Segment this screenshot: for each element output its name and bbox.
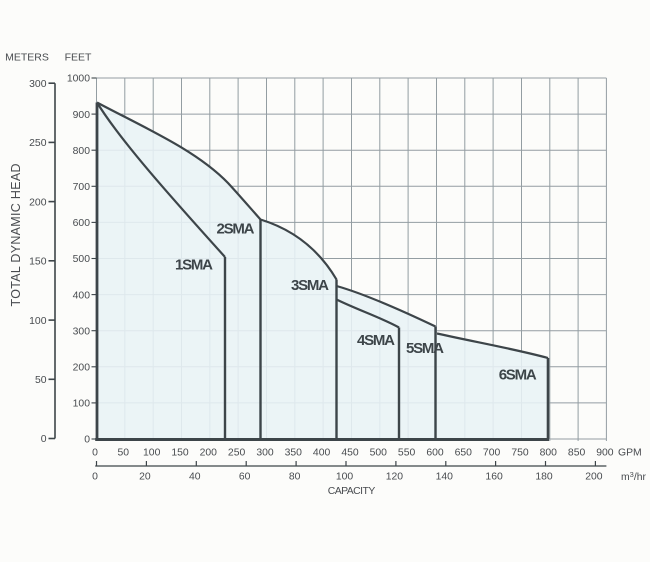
- svg-text:350: 350: [285, 448, 303, 459]
- svg-text:FEET: FEET: [65, 52, 92, 64]
- svg-text:400: 400: [313, 448, 331, 459]
- svg-text:180: 180: [535, 472, 553, 483]
- svg-text:500: 500: [73, 254, 91, 265]
- svg-text:120: 120: [386, 472, 404, 483]
- svg-text:0: 0: [84, 435, 90, 446]
- svg-text:0: 0: [92, 472, 98, 483]
- svg-text:0: 0: [92, 448, 98, 459]
- svg-text:50: 50: [118, 448, 130, 459]
- svg-text:m3/hr: m3/hr: [621, 470, 646, 483]
- svg-text:200: 200: [585, 472, 603, 483]
- svg-text:GPM: GPM: [618, 448, 642, 459]
- svg-text:800: 800: [540, 448, 558, 459]
- svg-text:300: 300: [73, 326, 91, 337]
- svg-text:160: 160: [485, 472, 503, 483]
- svg-text:1SMA: 1SMA: [175, 256, 213, 273]
- svg-text:800: 800: [73, 146, 91, 157]
- svg-text:150: 150: [29, 257, 47, 268]
- svg-text:40: 40: [189, 472, 201, 483]
- svg-text:700: 700: [73, 182, 91, 193]
- svg-text:60: 60: [239, 472, 251, 483]
- svg-text:2SMA: 2SMA: [217, 220, 255, 237]
- svg-text:550: 550: [398, 448, 416, 459]
- svg-text:METERS: METERS: [5, 52, 49, 64]
- svg-text:100: 100: [73, 399, 91, 410]
- svg-text:50: 50: [35, 375, 47, 386]
- svg-text:5SMA: 5SMA: [406, 340, 444, 357]
- svg-text:850: 850: [568, 448, 586, 459]
- svg-text:750: 750: [511, 448, 529, 459]
- svg-text:1000: 1000: [67, 74, 90, 85]
- svg-text:300: 300: [256, 448, 274, 459]
- svg-text:600: 600: [426, 448, 444, 459]
- svg-text:80: 80: [289, 472, 301, 483]
- svg-text:20: 20: [139, 472, 151, 483]
- svg-text:100: 100: [336, 472, 354, 483]
- svg-text:650: 650: [455, 448, 473, 459]
- svg-text:TOTAL DYNAMIC HEAD: TOTAL DYNAMIC HEAD: [9, 164, 23, 307]
- svg-text:200: 200: [200, 448, 218, 459]
- svg-text:250: 250: [228, 448, 246, 459]
- svg-text:450: 450: [341, 448, 359, 459]
- svg-text:900: 900: [73, 110, 91, 121]
- svg-text:6SMA: 6SMA: [499, 366, 537, 383]
- svg-text:3SMA: 3SMA: [291, 277, 329, 294]
- svg-text:300: 300: [29, 79, 47, 90]
- svg-text:400: 400: [73, 290, 91, 301]
- svg-text:150: 150: [171, 448, 189, 459]
- svg-text:0: 0: [41, 434, 47, 445]
- svg-text:CAPACITY: CAPACITY: [328, 486, 376, 497]
- svg-text:500: 500: [370, 448, 388, 459]
- svg-text:4SMA: 4SMA: [357, 332, 395, 349]
- svg-text:900: 900: [596, 448, 614, 459]
- svg-text:700: 700: [483, 448, 501, 459]
- svg-text:200: 200: [29, 197, 47, 208]
- svg-text:250: 250: [29, 138, 47, 149]
- svg-text:600: 600: [73, 218, 91, 229]
- svg-text:140: 140: [436, 472, 454, 483]
- svg-text:200: 200: [73, 363, 91, 374]
- svg-text:100: 100: [143, 448, 161, 459]
- svg-text:100: 100: [29, 316, 47, 327]
